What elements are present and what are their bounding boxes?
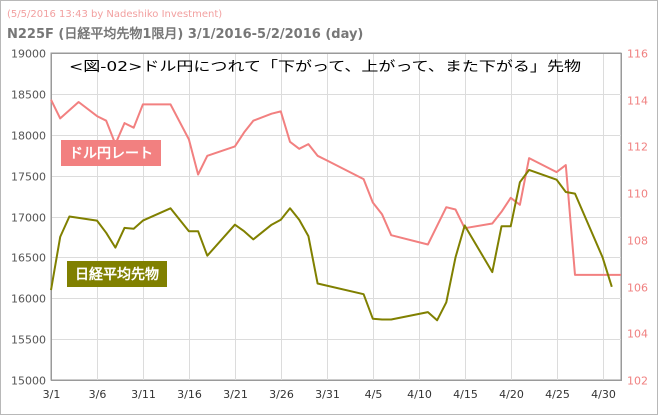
left-axis-tick-label: 18500 — [11, 89, 46, 102]
usdjpy-series-label-box — [61, 140, 161, 166]
x-axis-tick-label: 4/25 — [545, 388, 570, 401]
left-axis-tick-label: 19000 — [11, 48, 46, 61]
x-axis-tick-label: 3/26 — [269, 388, 294, 401]
x-axis-tick-label: 4/5 — [365, 388, 383, 401]
left-axis-tick-label: 16000 — [11, 293, 46, 306]
nikkei-series-label-box — [67, 261, 167, 287]
chart-credit: (5/5/2016 13:43 by Nadeshiko Investment) — [7, 9, 223, 20]
x-axis-tick-label: 3/21 — [223, 388, 248, 401]
left-axis-tick-label: 15000 — [11, 375, 46, 388]
x-axis-tick-label: 3/31 — [315, 388, 340, 401]
left-axis-tick-label: 15500 — [11, 334, 46, 347]
right-axis-tick-label: 110 — [627, 188, 648, 201]
x-axis-tick-label: 3/6 — [89, 388, 107, 401]
left-axis-tick-label: 18000 — [11, 130, 46, 143]
plot-border — [51, 53, 622, 381]
left-axis-tick-label: 16500 — [11, 252, 46, 265]
right-axis-tick-label: 102 — [627, 375, 648, 388]
nikkei-series-label: 日経平均先物 — [75, 266, 159, 283]
x-axis-tick-label: 4/15 — [453, 388, 478, 401]
left-axis-tick-label: 17000 — [11, 212, 46, 225]
right-axis-tick-label: 104 — [627, 328, 648, 341]
x-axis-tick-label: 3/11 — [131, 388, 156, 401]
chart-subtitle: N225F (日経平均先物1限月) 3/1/2016-5/2/2016 (day… — [7, 27, 364, 42]
usdjpy-series-label: ドル円レート — [69, 146, 153, 162]
nikkei-series-line — [50, 168, 613, 322]
left-axis-tick-label: 17500 — [11, 171, 46, 184]
chart-title: <図-02>ドル円につれて「下がって、上がって、また下がる」先物 — [69, 59, 581, 75]
x-axis-tick-label: 4/30 — [591, 388, 616, 401]
right-axis-tick-label: 114 — [627, 95, 648, 108]
x-axis-tick-label: 3/16 — [177, 388, 202, 401]
x-axis-tick-label: 3/1 — [43, 388, 61, 401]
right-axis-tick-label: 116 — [627, 48, 648, 61]
right-axis-tick-label: 106 — [627, 282, 648, 295]
usdjpy-series-line — [50, 99, 621, 276]
right-axis-tick-label: 108 — [627, 235, 648, 248]
x-axis-tick-label: 4/20 — [499, 388, 524, 401]
plot-area — [50, 52, 622, 381]
x-axis-tick-label: 4/10 — [407, 388, 432, 401]
right-axis-tick-label: 112 — [627, 141, 648, 154]
